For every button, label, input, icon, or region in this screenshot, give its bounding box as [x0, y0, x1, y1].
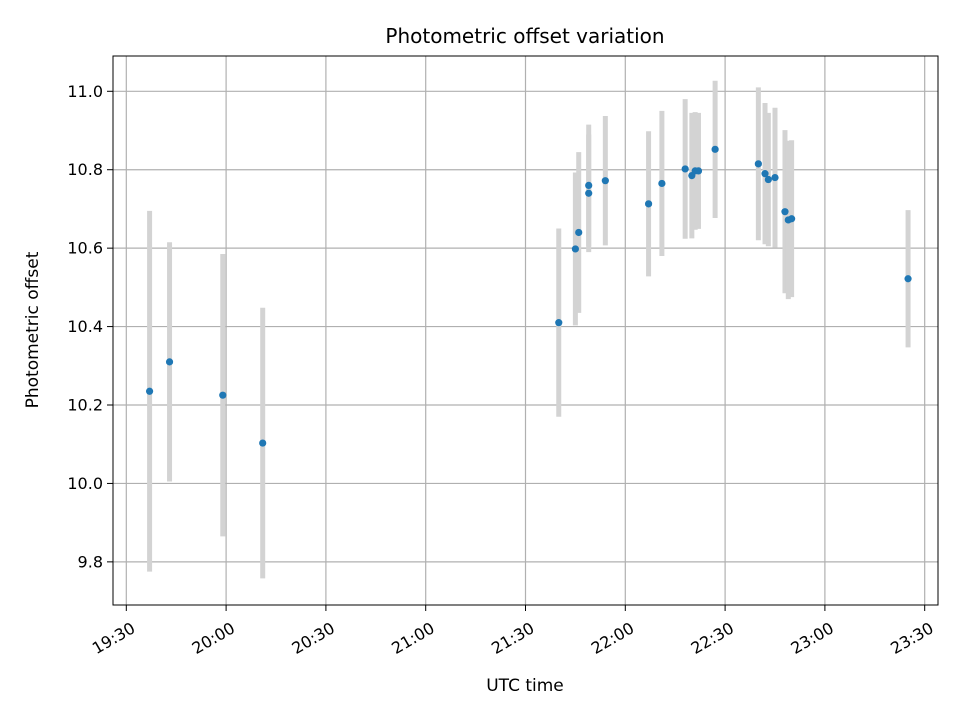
data-point [904, 275, 912, 283]
data-point [788, 215, 796, 223]
data-point [754, 160, 762, 168]
y-axis-title: Photometric offset [23, 251, 43, 408]
data-point [145, 387, 154, 395]
data-point [694, 167, 703, 175]
y-tick-label: 10.0 [67, 474, 103, 493]
x-axis-title: UTC time [486, 676, 564, 696]
data-point [658, 179, 666, 188]
data-point [644, 200, 653, 208]
data-point [681, 165, 689, 173]
y-tick-label: 10.4 [67, 317, 103, 336]
y-axis: 9.8 10.0 10.2 10.4 10.6 10.8 11.0 [67, 82, 113, 571]
y-tick-label: 10.2 [67, 396, 103, 415]
data-point [219, 391, 227, 399]
data-point [555, 319, 563, 327]
data-points [145, 145, 912, 447]
y-tick-label: 11.0 [67, 82, 103, 101]
data-point [601, 177, 609, 185]
data-point [781, 208, 789, 216]
data-point [259, 439, 267, 447]
chart-title: Photometric offset variation [385, 24, 664, 48]
data-point [771, 173, 779, 182]
y-tick-label: 10.6 [67, 239, 103, 258]
data-point [761, 170, 769, 178]
grid [113, 56, 938, 605]
data-point [165, 358, 174, 366]
y-tick-label: 10.8 [67, 160, 103, 179]
y-tick-label: 9.8 [78, 552, 103, 571]
data-point [764, 175, 772, 184]
data-point [711, 145, 719, 153]
data-point [571, 245, 579, 253]
data-point [585, 181, 593, 190]
data-point [575, 228, 583, 237]
data-point [585, 189, 593, 197]
